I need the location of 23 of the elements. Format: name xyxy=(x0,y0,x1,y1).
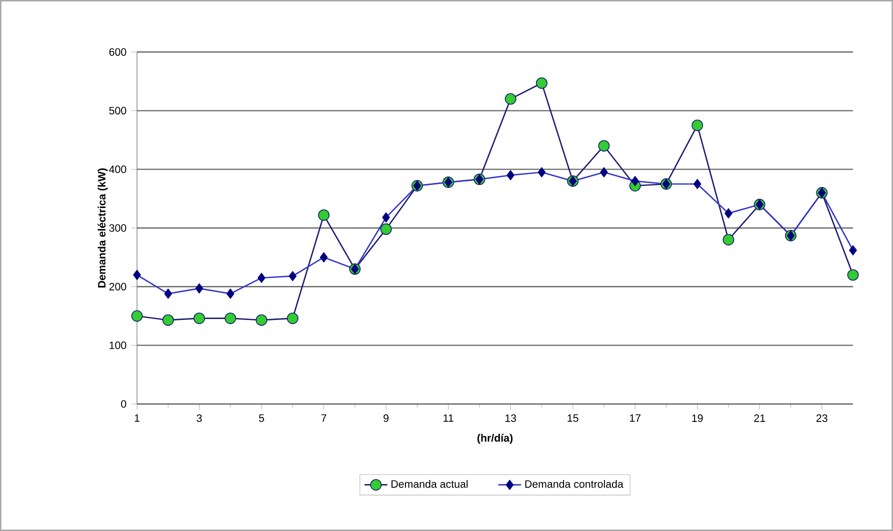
x-tick-label: 1 xyxy=(134,414,140,422)
y-axis-title: Demanda eléctrica (kW) xyxy=(98,168,108,288)
x-tick-label: 7 xyxy=(321,414,326,422)
legend-label: Demanda controlada xyxy=(525,480,624,488)
x-tick-label: 11 xyxy=(444,414,454,422)
x-tick-label: 3 xyxy=(196,414,202,422)
y-tick-label: 500 xyxy=(109,106,126,114)
x-tick-label: 13 xyxy=(505,414,516,422)
y-tick-label: 400 xyxy=(109,166,126,174)
x-tick-label: 17 xyxy=(630,414,640,422)
y-tick-label: 600 xyxy=(109,48,126,56)
x-axis-title: (hr/día) xyxy=(477,434,513,444)
y-tick-label: 100 xyxy=(110,342,126,350)
x-tick-label: 19 xyxy=(692,414,703,422)
x-tick-label: 9 xyxy=(384,414,388,422)
y-tick-label: 300 xyxy=(109,224,126,232)
y-tick-label: 0 xyxy=(121,400,126,408)
x-tick-label: 21 xyxy=(754,414,766,422)
x-tick-label: 23 xyxy=(816,414,828,422)
legend-label: Demanda actual xyxy=(392,480,468,488)
x-tick-label: 15 xyxy=(568,414,578,422)
y-tick-label: 200 xyxy=(109,282,126,290)
x-tick-label: 5 xyxy=(258,414,264,422)
